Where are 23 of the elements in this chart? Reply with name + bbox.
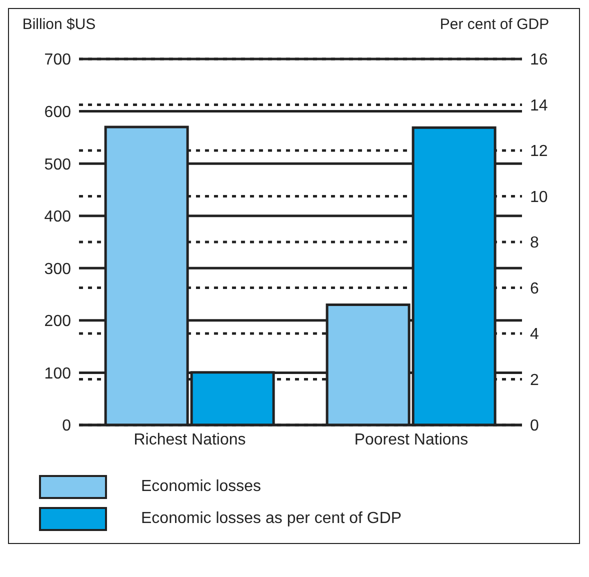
legend-label: Economic losses as per cent of GDP: [141, 510, 402, 528]
legend-label: Economic losses: [141, 478, 262, 496]
y-tick-label: 700: [44, 52, 72, 69]
y2-tick-label: 0: [530, 418, 539, 435]
y2-axis-title: Per cent of GDP: [440, 16, 550, 33]
y-tick-label: 100: [44, 365, 72, 382]
y-tick-label: 600: [44, 104, 72, 121]
x-tick-label: Poorest Nations: [354, 431, 468, 448]
y2-tick-label: 6: [530, 280, 539, 298]
y2-tick-label: 14: [530, 97, 548, 114]
x-tick-label: Richest Nations: [134, 431, 246, 448]
y-tick-label: 300: [44, 260, 72, 278]
y2-tick-label: 10: [530, 188, 548, 206]
y-tick-label: 400: [44, 208, 72, 226]
y2-tick-label: 12: [530, 143, 548, 160]
y2-tick-label: 8: [530, 234, 539, 252]
y-tick-label: 0: [62, 418, 72, 435]
y2-tick-label: 4: [530, 326, 539, 344]
y2-tick-label: 16: [530, 52, 548, 69]
y2-tick-label: 2: [530, 372, 539, 389]
y-tick-label: 200: [44, 313, 72, 330]
y-axis-title: Billion $US: [22, 16, 96, 33]
y-tick-label: 500: [44, 156, 72, 174]
